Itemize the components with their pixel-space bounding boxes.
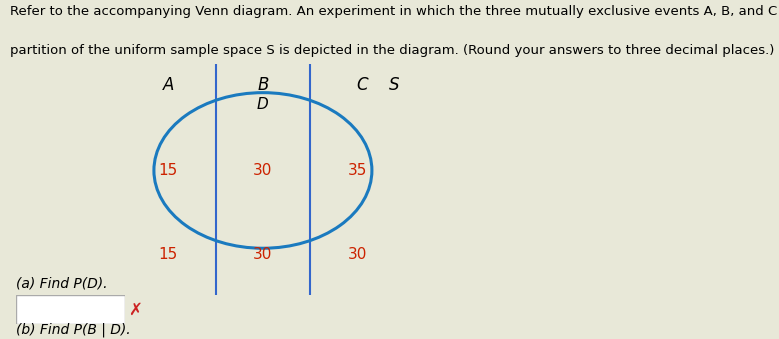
Text: 35: 35: [348, 163, 368, 178]
Text: 30: 30: [348, 247, 368, 262]
Text: Refer to the accompanying Venn diagram. An experiment in which the three mutuall: Refer to the accompanying Venn diagram. …: [10, 5, 779, 18]
Text: 30: 30: [253, 163, 273, 178]
Text: 30: 30: [253, 247, 273, 262]
Text: 15: 15: [158, 247, 178, 262]
Text: partition of the uniform sample space S is depicted in the diagram. (Round your : partition of the uniform sample space S …: [10, 44, 774, 57]
Text: S: S: [389, 76, 399, 94]
Text: (a) Find P(D).: (a) Find P(D).: [16, 276, 107, 290]
Text: A: A: [163, 76, 174, 94]
Text: B: B: [257, 76, 269, 94]
Text: (b) Find P(B | D).: (b) Find P(B | D).: [16, 323, 130, 337]
FancyBboxPatch shape: [16, 295, 125, 324]
Text: 15: 15: [158, 163, 178, 178]
Text: ✗: ✗: [129, 301, 143, 319]
Text: C: C: [357, 76, 368, 94]
Text: D: D: [257, 97, 269, 112]
